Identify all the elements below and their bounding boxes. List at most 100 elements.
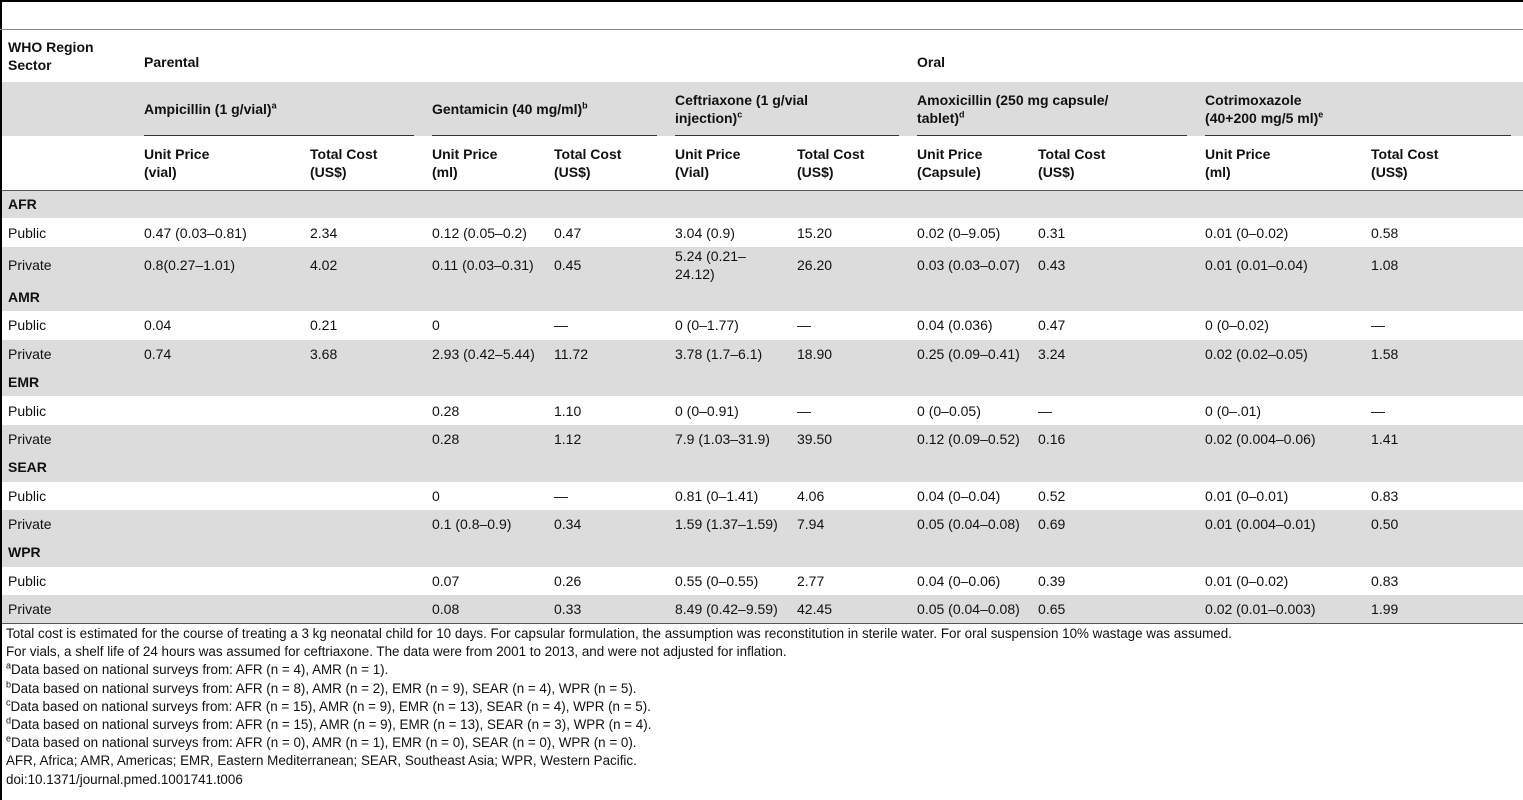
table-cell: 0.39 [1038,572,1066,589]
row-label-header: WHO Region Sector [8,39,94,73]
table-row: Private 0.08 0.33 8.49 (0.42–9.59) 42.45 0.05… [2,595,1523,624]
table-cell: 7.94 [797,516,825,533]
table-cell: 0 (0–0.05) [917,402,981,419]
table-row: Public 0.47 (0.03–0.81) 2.34 0.12 (0.05–0.2… [2,218,1523,246]
table-cell: — [797,402,811,419]
sector-label: Private [8,256,52,273]
drug-cotrimoxazole: Cotrimoxazole (40+200 mg/5 ml)e [1199,82,1523,136]
table-cell: 0.01 (0–0.02) [1205,224,1289,241]
table-row: Public 0.28 1.10 0 (0–0.91) — 0 (0–0.05) — 0 (0… [2,396,1523,424]
table-cell: 0.83 [1371,572,1399,589]
footnote-marker: b [6,679,12,690]
table-cell: 0.05 (0.04–0.08) [917,516,1020,533]
table-cell: 0 (0–0.02) [1205,317,1269,334]
sector-label: Private [8,345,52,362]
region-row: WPR [2,538,1523,567]
table-cell [138,510,304,538]
table-cell: 0.01 (0.01–0.04) [1205,256,1308,273]
note-intro-2: For vials, a shelf life of 24 hours was … [6,644,787,660]
table-cell: 0.07 [432,572,460,589]
table-cell: 0.33 [548,595,669,624]
table-cell: 42.45 [791,595,912,624]
table-cell: — [1371,317,1386,334]
table-cell: — [797,317,811,334]
footnote: bData based on national surveys from: AF… [6,680,1516,698]
table-cell: 0.01 (0.004–0.01) [1205,516,1316,533]
footnote-text: Data based on national surveys from: AFR… [11,735,637,751]
table-cell: 0.01 (0–0.02) [1205,572,1289,589]
table-cell: 0.04 (0–0.04) [917,487,1001,504]
table-cell: 0.02 (0.01–0.003) [1199,595,1366,624]
table-cell: 5.24 (0.21–24.12) [675,247,746,282]
table-cell: 0.04 (0.036) [917,317,993,334]
table-cell: 0 [432,487,440,504]
table-cell: 0.47 [554,224,582,241]
footnote-text: Data based on national surveys from: AFR… [11,680,637,696]
header-row-groups: WHO Region Sector Parental Oral [2,30,1523,82]
table-cell: 1.08 [1371,256,1399,273]
table-cell: 3.24 [1038,345,1066,362]
table-top-rule [0,0,1523,30]
table-cell: 0.1 (0.8–0.9) [432,516,512,533]
table-cell [304,425,426,453]
footnote-marker: e [6,733,12,744]
subcol-header: Total Cost (US$) [1365,136,1523,191]
table-cell: 0.01 (0–0.01) [1205,487,1289,504]
table-cell: 0.11 (0.03–0.31) [432,256,534,273]
table-cell: 0.25 (0.09–0.41) [917,345,1020,362]
table-cell: 0.02 (0.004–0.06) [1205,430,1316,447]
table-cell: 0.04 (0–0.06) [917,572,1001,589]
table-cell: 3.78 (1.7–6.1) [675,345,763,362]
table-cell: — [554,317,568,334]
table-cell: 0 (0–.01) [1205,402,1262,419]
price-table: WHO Region Sector Parental Oral Ampicilli… [2,30,1523,624]
table-cell: 0 (0–0.91) [675,402,739,419]
region-row: AMR [2,282,1523,312]
table-cell [138,595,304,624]
subcol-header: Unit Price (ml) [1199,136,1366,191]
table-cell: 0.02 (0.02–0.05) [1205,345,1308,362]
group-parental: Parental [144,54,200,70]
table-row: Private 0.1 (0.8–0.9) 0.34 1.59 (1.37–1.59)… [2,509,1523,539]
table-cell: 0.28 [432,430,460,447]
footnote: dData based on national surveys from: AF… [6,716,1516,734]
table-cell: 0.26 [554,572,582,589]
table-cell: 0.47 [1038,317,1066,334]
table-cell: 4.02 [310,256,338,273]
table-cell: 0.55 (0–0.55) [675,572,759,589]
table-cell: 0.69 [1038,516,1066,533]
footnote-list: aData based on national surveys from: AF… [6,661,1516,752]
table-cell: 1.58 [1371,345,1399,362]
footnote-marker: c [6,697,11,708]
region-row: EMR [2,367,1523,397]
table-cell: 0.52 [1038,487,1066,504]
table-cell: 0.12 (0.09–0.52) [917,430,1020,447]
table-cell: 0.45 [554,256,582,273]
table-row: Private 0.74 3.68 2.93 (0.42–5.44) 11.72 3.78… [2,339,1523,368]
table-cell: 8.49 (0.42–9.59) [669,595,791,624]
table-cell: 0.21 [310,317,338,334]
table-cell [138,567,304,595]
group-oral: Oral [917,54,946,70]
drug-gentamicin: Gentamicin (40 mg/ml)b [426,82,669,136]
note-abbreviations: AFR, Africa; AMR, Americas; EMR, Eastern… [6,753,637,769]
table-cell: 0 [432,317,440,334]
table-notes: Total cost is estimated for the course o… [6,625,1516,789]
region-row: AFR [2,190,1523,219]
region-row: SEAR [2,453,1523,482]
footnote-text: Data based on national surveys from: AFR… [10,698,651,714]
table-cell [304,595,426,624]
footnote: cData based on national surveys from: AF… [6,698,1516,716]
table-cell: 0.04 [144,317,172,334]
table-cell [304,510,426,538]
sector-label: Public [8,487,47,504]
table-body: AFR Public 0.47 (0.03–0.81) 2.34 0.12 (0.05–… [2,190,1523,624]
drug-ampicillin: Ampicillin (1 g/vial)a [138,82,426,136]
region-label: SEAR [8,459,47,476]
region-label: EMR [8,374,40,391]
region-label: AFR [8,196,37,213]
table-cell: 3.68 [310,345,338,362]
table-cell: 11.72 [554,345,588,362]
table-cell [138,396,304,424]
